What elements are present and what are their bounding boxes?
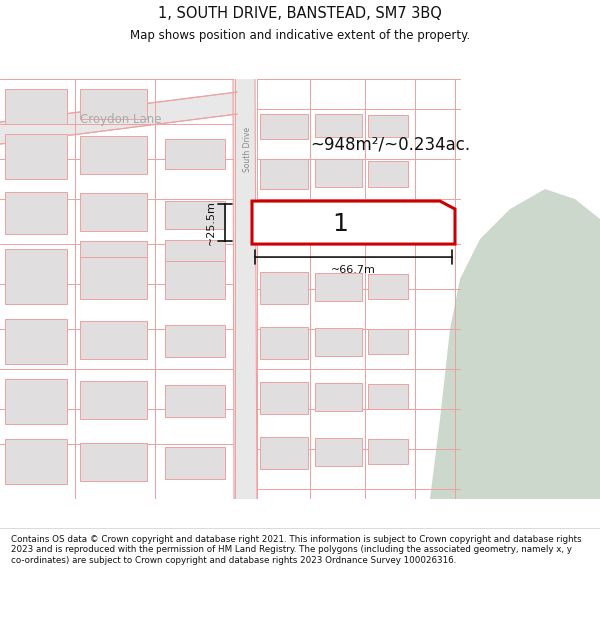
Bar	[260, 437, 308, 469]
Bar	[5, 379, 67, 424]
Bar	[80, 89, 147, 119]
Bar	[5, 192, 67, 234]
Bar	[80, 443, 147, 481]
Text: Croydon Lane: Croydon Lane	[80, 112, 161, 126]
Bar	[315, 383, 362, 411]
Text: ~948m²/~0.234ac.: ~948m²/~0.234ac.	[310, 135, 470, 153]
Text: ~25.5m: ~25.5m	[206, 200, 216, 245]
Text: Contains OS data © Crown copyright and database right 2021. This information is : Contains OS data © Crown copyright and d…	[11, 535, 581, 565]
Bar	[260, 159, 308, 189]
Text: South Drive: South Drive	[242, 126, 251, 172]
Bar	[80, 257, 147, 299]
Bar	[165, 139, 225, 169]
Bar	[5, 439, 67, 484]
Bar	[368, 384, 408, 409]
Bar	[80, 381, 147, 419]
Text: 1: 1	[332, 212, 348, 236]
Bar	[260, 272, 308, 304]
Text: Map shows position and indicative extent of the property.: Map shows position and indicative extent…	[130, 29, 470, 42]
Bar	[315, 159, 362, 187]
Bar	[315, 273, 362, 301]
Bar	[165, 447, 225, 479]
Bar	[368, 115, 408, 137]
Bar	[165, 201, 225, 229]
Bar	[368, 439, 408, 464]
Bar	[315, 114, 362, 137]
Text: 1, SOUTH DRIVE, BANSTEAD, SM7 3BQ: 1, SOUTH DRIVE, BANSTEAD, SM7 3BQ	[158, 6, 442, 21]
Bar	[5, 89, 67, 124]
Bar	[260, 327, 308, 359]
Bar	[368, 274, 408, 299]
Bar	[260, 382, 308, 414]
Bar	[80, 193, 147, 231]
Bar	[80, 136, 147, 174]
Polygon shape	[233, 79, 257, 499]
Bar	[315, 328, 362, 356]
Bar	[165, 240, 225, 264]
Bar	[165, 385, 225, 417]
Polygon shape	[430, 189, 600, 499]
Bar	[80, 321, 147, 359]
Bar	[5, 319, 67, 364]
Bar	[80, 241, 147, 269]
Polygon shape	[0, 92, 237, 144]
Bar	[315, 438, 362, 466]
Bar	[5, 249, 67, 304]
Bar	[5, 134, 67, 179]
Polygon shape	[252, 201, 455, 244]
Bar	[165, 325, 225, 357]
Text: ~66.7m: ~66.7m	[331, 265, 376, 275]
Bar	[368, 161, 408, 187]
Bar	[165, 261, 225, 299]
Bar	[368, 329, 408, 354]
Bar	[260, 114, 308, 139]
